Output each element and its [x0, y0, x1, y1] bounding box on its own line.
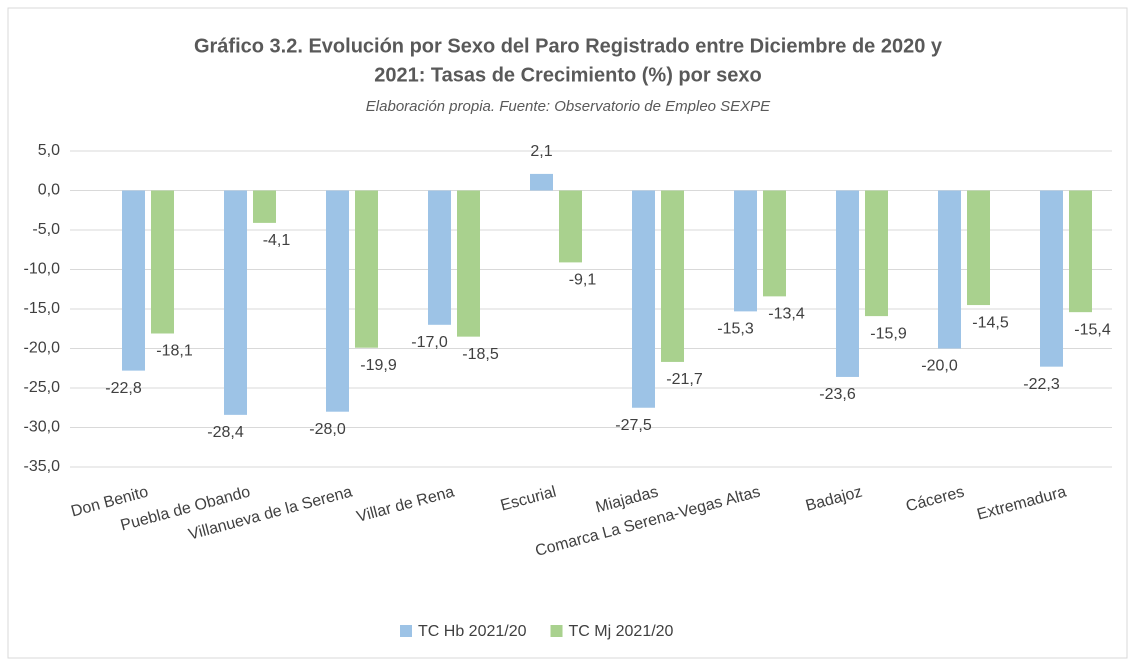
- bar: [355, 190, 378, 348]
- bar: [428, 190, 451, 325]
- data-label: -20,0: [921, 358, 958, 375]
- bar: [122, 190, 145, 371]
- bar: [661, 190, 684, 362]
- data-label: -4,1: [263, 232, 291, 249]
- data-label: -22,8: [105, 380, 142, 397]
- data-label: -21,7: [666, 371, 703, 388]
- data-label: -15,9: [870, 325, 907, 342]
- bar: [967, 190, 990, 306]
- data-label: -28,0: [309, 421, 346, 438]
- data-label: -18,1: [156, 343, 193, 360]
- bar: [326, 190, 349, 412]
- bar: [530, 173, 553, 191]
- bar: [734, 190, 757, 312]
- data-label: 2,1: [530, 143, 552, 160]
- data-label: -17,0: [411, 334, 448, 351]
- bar: [763, 190, 786, 297]
- data-label: -15,4: [1074, 321, 1111, 338]
- bar: [1069, 190, 1092, 313]
- y-tick-label: -25,0: [24, 379, 61, 396]
- legend-label: TC Hb 2021/20: [418, 623, 527, 640]
- y-tick-label: -5,0: [32, 221, 60, 238]
- data-label: -28,4: [207, 424, 244, 441]
- data-label: -15,3: [717, 321, 754, 338]
- data-label: -27,5: [615, 417, 652, 434]
- bar: [151, 190, 174, 334]
- data-label: -9,1: [569, 272, 597, 289]
- bar: [836, 190, 859, 377]
- legend-swatch: [550, 625, 563, 637]
- data-label: -23,6: [819, 386, 856, 403]
- bar: [865, 190, 888, 317]
- chart-title: Gráfico 3.2. Evolución por Sexo del Paro…: [194, 35, 943, 57]
- data-label: -22,3: [1023, 376, 1060, 393]
- data-label: -13,4: [768, 306, 805, 323]
- bar: [224, 190, 247, 415]
- y-tick-label: -30,0: [24, 419, 61, 436]
- chart-subtitle: Elaboración propia. Fuente: Observatorio…: [366, 98, 771, 115]
- chart-title: 2021: Tasas de Crecimiento (%) por sexo: [374, 64, 762, 86]
- data-label: -19,9: [360, 357, 397, 374]
- data-label: -14,5: [972, 314, 1009, 331]
- bar: [559, 190, 582, 263]
- bar: [632, 190, 655, 408]
- legend-label: TC Mj 2021/20: [569, 623, 674, 640]
- y-tick-label: -15,0: [24, 300, 61, 317]
- y-tick-label: 5,0: [38, 142, 60, 159]
- y-tick-label: 0,0: [38, 182, 60, 199]
- bar: [253, 190, 276, 223]
- y-tick-label: -35,0: [24, 458, 61, 475]
- bar: [1040, 190, 1063, 367]
- bar: [938, 190, 961, 349]
- y-tick-label: -20,0: [24, 340, 61, 357]
- legend-swatch: [400, 625, 412, 637]
- bar: [457, 190, 480, 337]
- data-label: -18,5: [462, 346, 499, 363]
- y-tick-label: -10,0: [24, 261, 61, 278]
